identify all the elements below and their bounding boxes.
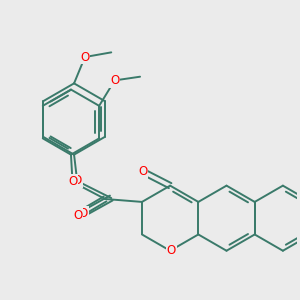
Text: O: O [73,208,83,222]
Text: O: O [138,165,148,178]
Text: O: O [167,244,176,257]
Text: O: O [110,74,119,87]
Text: O: O [73,175,82,188]
Text: O: O [79,207,88,220]
Text: O: O [68,176,77,188]
Text: O: O [80,50,89,64]
